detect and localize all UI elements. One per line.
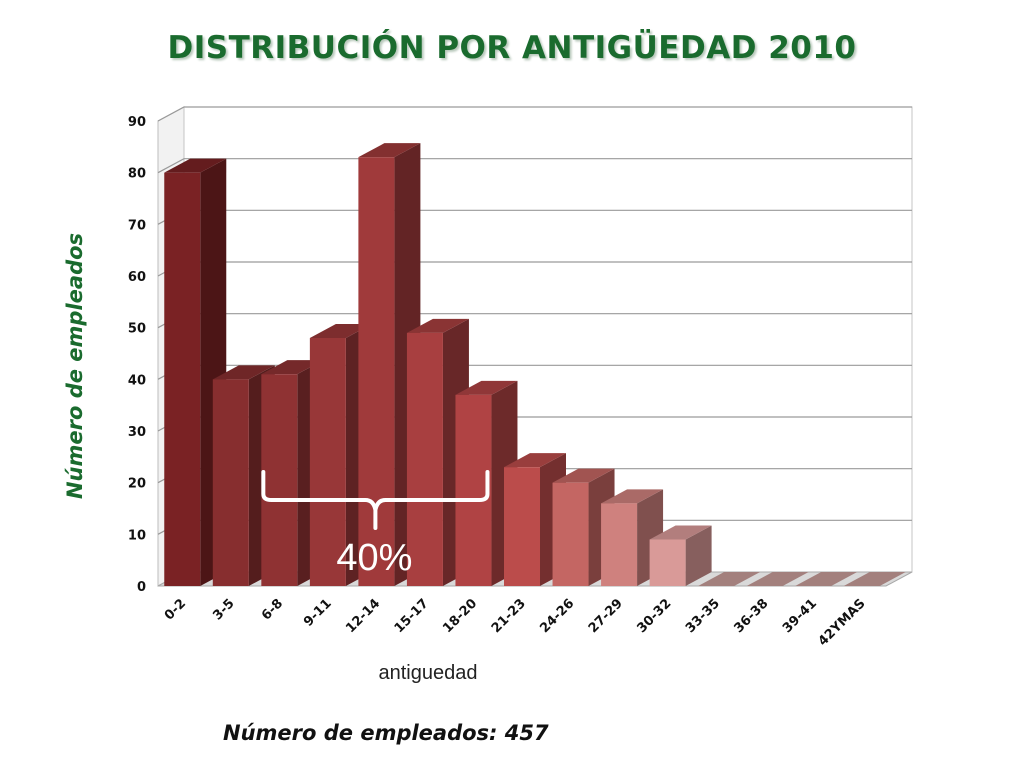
bar-36-38 [746,572,809,586]
bar-front [309,338,346,586]
bar-top [406,318,469,333]
x-tick-label: 36-38 [731,596,771,636]
x-tick-label: 27-29 [586,596,626,636]
bar-top [746,572,809,586]
y-tick-label: 10 [128,528,146,543]
bar-front [601,503,638,586]
bar-top [455,380,518,395]
x-tick-label: 30-32 [634,596,674,636]
brace-path [261,470,490,530]
bar-top [358,143,421,158]
bars [164,143,906,586]
y-tick-label: 90 [128,115,146,130]
bar-top [649,525,712,540]
bar-top [698,572,761,586]
bar-front [164,172,201,586]
x-tick-label: 42YMAS [816,596,869,649]
x-tick-label: 18-20 [440,596,480,636]
x-tick-label: 33-35 [683,596,723,636]
bar-front [552,482,589,586]
y-axis-label: Número de empleados [63,233,87,499]
bar-30-32 [649,525,712,586]
gridline [157,106,912,122]
y-tick-label: 70 [128,218,146,233]
y-axis-ticks: 0 10 20 30 40 50 60 70 80 90 [128,115,146,595]
annotation-label: 40% [336,537,412,579]
x-tick-label: 15-17 [392,596,432,636]
bar-front [406,332,443,586]
y-tick-label: 40 [128,373,146,388]
x-axis-ticks: 0-2 3-5 6-8 9-11 12-14 15-17 18-20 21-23 24-26 27… [162,596,869,649]
y-tick-label: 80 [128,167,146,182]
x-tick-label: 39-41 [780,596,820,636]
x-tick-label: 9-11 [301,596,335,630]
x-tick-label: 21-23 [489,596,529,636]
employee-total: Número de empleados: 457 [223,721,549,745]
x-tick-label: 6-8 [259,596,286,623]
bar-side [685,525,712,586]
y-tick-label: 0 [137,580,146,595]
gridline [157,158,912,174]
bar-front [504,467,540,586]
bar-top [164,158,227,173]
annotation-brace [261,470,490,530]
y-tick-label: 60 [128,270,146,285]
bar-39-41 [795,572,858,586]
x-tick-label: 0-2 [162,596,189,623]
y-tick-label: 30 [128,425,146,440]
bar-top [843,572,906,586]
bar-top [552,468,615,483]
x-tick-label: 3-5 [210,596,237,623]
bar-top [601,489,664,504]
x-axis-label: antiguedad [379,662,478,684]
x-tick-label: 12-14 [343,596,383,636]
bar-top [504,453,566,468]
x-tick-label: 24-26 [537,596,577,636]
y-tick-label: 50 [128,322,146,337]
bar-42YMAS [843,572,906,586]
bar-15-17 [406,318,469,586]
bar-front [212,379,249,586]
bar-top [795,572,858,586]
bar-top [212,365,275,380]
bar-front [261,374,298,586]
bar-top [309,324,372,338]
bar-33-35 [698,572,761,586]
y-tick-label: 20 [128,477,146,492]
chart-title: DISTRIBUCIÓN POR ANTIGÜEDAD 2010 [167,30,857,66]
bar-top [261,360,324,375]
bar-front [649,539,686,586]
